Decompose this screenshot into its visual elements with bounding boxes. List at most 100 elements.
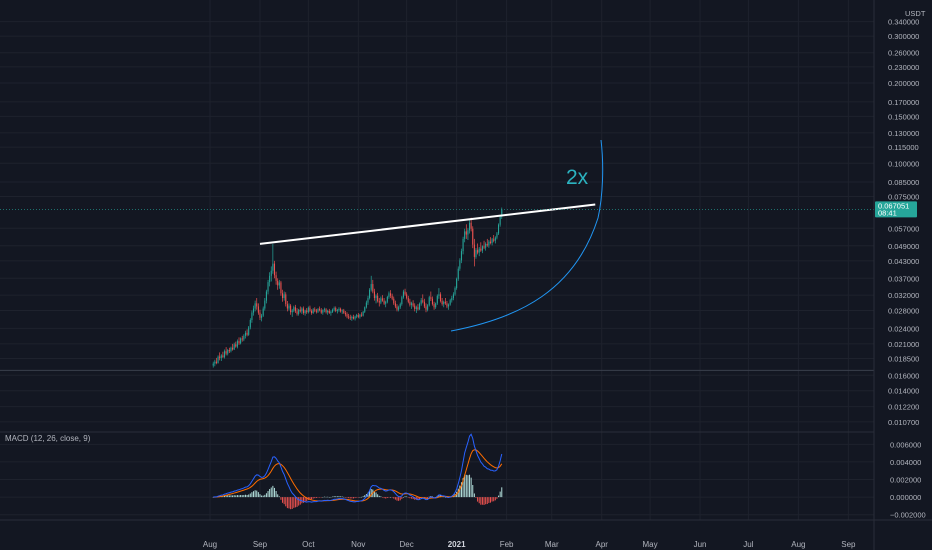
macd-histogram-bar [270, 487, 272, 498]
macd-histogram-bar [362, 496, 364, 498]
time-tick-label: Feb [500, 540, 514, 549]
macd-histogram-bar [240, 495, 242, 498]
macd-histogram-bar [443, 496, 445, 498]
candle-body [273, 263, 276, 276]
candle-body [457, 268, 459, 279]
macd-histogram-bar [385, 497, 387, 499]
macd-histogram-bar [459, 485, 461, 498]
price-axis[interactable]: 0.340000 0.300000 0.260000 0.230000 0.200000… [888, 18, 919, 427]
macd-histogram-bar [411, 497, 412, 499]
macd-tick-label: −0.002000 [890, 511, 926, 520]
candle-body [235, 344, 237, 347]
macd-histogram-bar [444, 497, 446, 498]
macd-histogram-bar [233, 495, 235, 498]
candle-body [472, 228, 474, 245]
candle-body [341, 310, 343, 312]
macd-histogram-bar [269, 489, 271, 498]
candle-body [312, 309, 314, 314]
macd-histogram-bar [341, 496, 343, 498]
macd-histogram-bar [317, 497, 319, 498]
candle-body [219, 356, 221, 358]
macd-label[interactable]: MACD (12, 26, close, 9) [5, 434, 91, 443]
macd-histogram-bar [285, 497, 287, 507]
macd-histogram-bar [394, 497, 396, 500]
candle-body [244, 332, 247, 336]
macd-histogram-bar [254, 490, 256, 498]
candle-body [394, 303, 396, 307]
macd-histogram-bar [498, 495, 500, 498]
macd-axis[interactable]: 0.006000 0.004000 0.002000 0.000000 −0.00200… [890, 440, 926, 519]
time-tick-label: 2021 [448, 540, 466, 549]
candle-body [441, 301, 443, 305]
candle-body [302, 308, 305, 314]
macd-histogram-bar [478, 497, 480, 504]
price-tick-label: 0.021000 [888, 340, 919, 349]
macd-histogram-bar [304, 497, 306, 502]
macd-histogram-bar [369, 490, 371, 498]
candle-body [230, 347, 232, 352]
macd-histogram-bar [390, 497, 392, 498]
candle-body [294, 307, 296, 312]
macd-histogram-bar [293, 497, 295, 508]
candle-body [214, 361, 216, 364]
candle-body [331, 309, 334, 312]
candle-body [220, 355, 222, 358]
price-tick-label: 0.150000 [888, 112, 919, 121]
candle-body [475, 250, 477, 257]
macd-histogram-bar [493, 497, 495, 502]
macd-histogram-bar [349, 497, 351, 499]
macd-histogram-bar [370, 488, 372, 498]
macd-histogram-bar [488, 497, 490, 503]
macd-histogram-bar [378, 495, 380, 498]
macd-histogram-bar [428, 496, 430, 498]
macd-histogram-bar [259, 494, 261, 498]
macd-histogram-bar [491, 497, 493, 502]
drawings[interactable]: 2x [259, 139, 604, 332]
price-tick-label: 0.100000 [888, 159, 919, 168]
candle-body [319, 308, 321, 311]
candle-body [369, 289, 371, 299]
macd-histogram-bar [286, 497, 288, 509]
macd-histogram-bar [291, 497, 293, 509]
candle-body [388, 293, 390, 297]
candle-body [364, 307, 366, 312]
time-axis[interactable]: Aug Sep Oct Nov Dec 2021 Feb Mar Apr May Jun Jul Aug… [0, 519, 932, 549]
time-tick-label: Aug [203, 540, 217, 549]
trendline[interactable] [259, 203, 596, 245]
candles[interactable] [212, 207, 503, 368]
macd-histogram-bar [462, 478, 464, 498]
candle-body [304, 310, 306, 314]
candle-body [315, 310, 317, 312]
macd-histogram-bar [275, 490, 277, 498]
candle-body [338, 308, 340, 311]
candle-body [356, 315, 358, 317]
candle-body [288, 305, 290, 309]
curve-drawing[interactable] [450, 139, 604, 332]
candle-body [499, 216, 501, 225]
candle-body [425, 306, 427, 310]
price-tick-label: 0.057000 [888, 224, 919, 233]
candle-body [269, 275, 271, 283]
candle-body [448, 304, 450, 307]
macd-pane[interactable] [212, 433, 503, 510]
macd-histogram-bar [346, 497, 348, 498]
macd-histogram-bar [486, 497, 488, 505]
macd-histogram-bar [391, 497, 393, 498]
macd-histogram-bar [359, 497, 361, 498]
candle-body [259, 312, 261, 318]
candle-body [399, 304, 401, 308]
candle-body [460, 251, 463, 261]
macd-histogram-bar [333, 496, 335, 498]
macd-histogram-bar [225, 495, 227, 498]
macd-histogram-bar [494, 497, 496, 501]
macd-histogram-bar [224, 495, 226, 498]
candle-body [459, 260, 461, 269]
candle-body [486, 243, 488, 246]
candle-body [290, 305, 292, 313]
macd-histogram-bar [470, 477, 472, 498]
candle-body [354, 316, 356, 319]
candle-body [501, 209, 503, 217]
annotation-2x[interactable]: 2x [566, 166, 589, 189]
candle-body [227, 350, 229, 354]
